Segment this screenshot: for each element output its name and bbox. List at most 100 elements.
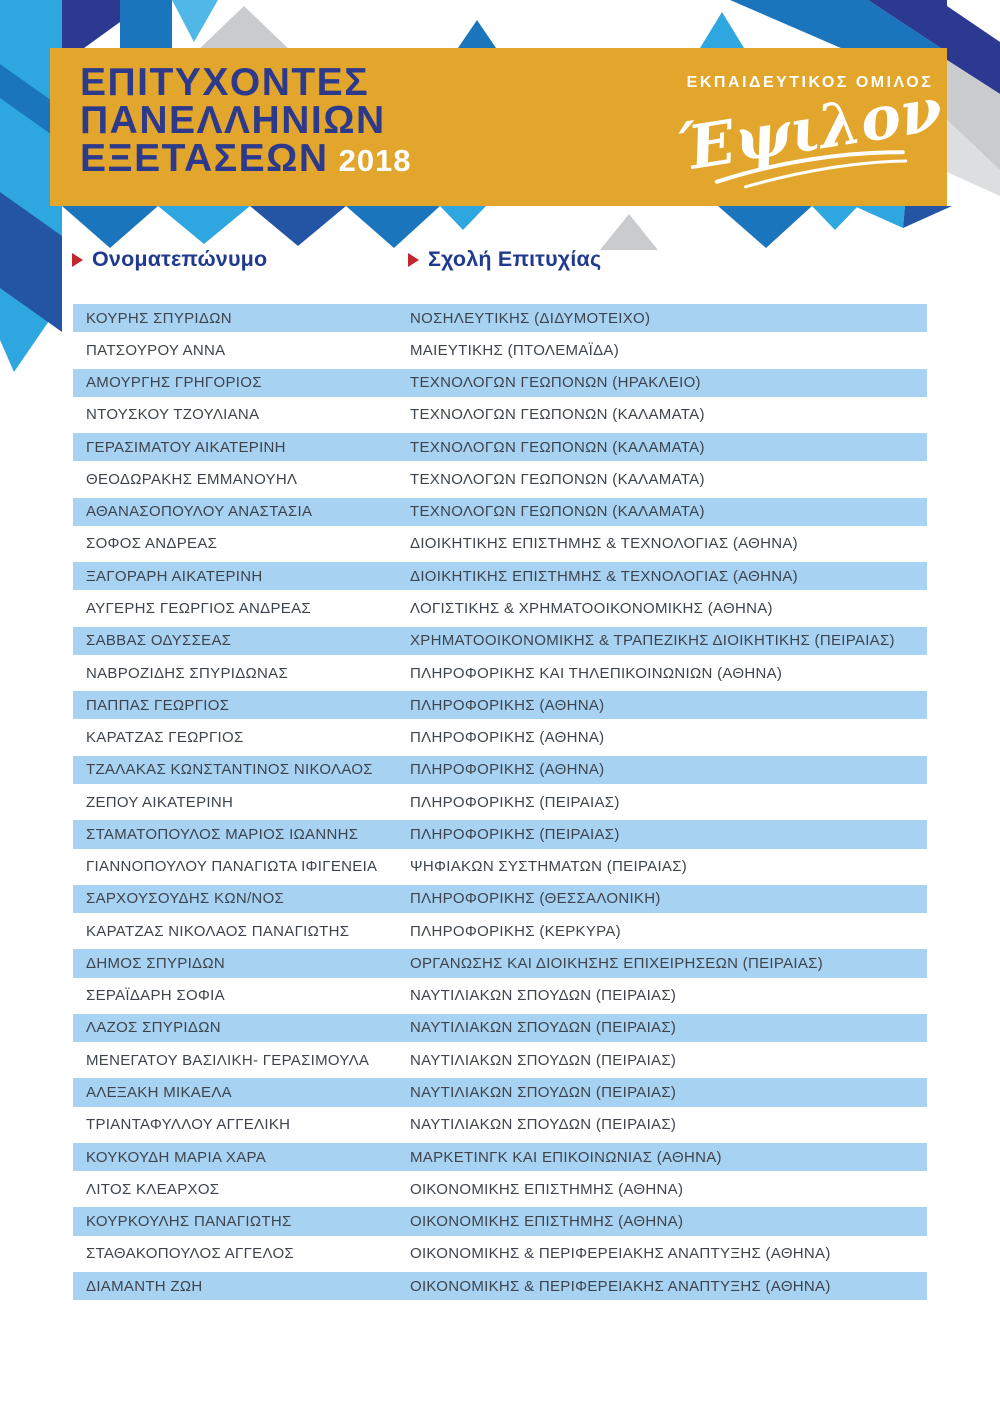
title-line-1: ΕΠΙΤΥΧΟΝΤΕΣ — [80, 61, 370, 104]
table-row: ΣΤΑΜΑΤΟΠΟΥΛΟΣ ΜΑΡΙΟΣ ΙΩΑΝΝΗΣ ΠΛΗΡΟΦΟΡΙΚΗ… — [73, 818, 927, 851]
name-cell: ΝΤΟΥΣΚΟΥ ΤΖΟΥΛΙΑΝΑ — [86, 406, 260, 424]
school-cell: ΠΛΗΡΟΦΟΡΙΚΗΣ (ΑΘΗΝΑ) — [410, 729, 605, 747]
table-row: ΚΟΥΡΗΣ ΣΠΥΡΙΔΩΝ ΝΟΣΗΛΕΥΤΙΚΗΣ (ΔΙΔΥΜΟΤΕΙΧ… — [73, 302, 927, 335]
school-cell: ΛΟΓΙΣΤΙΚΗΣ & ΧΡΗΜΑΤΟΟΙΚΟΝΟΜΙΚΗΣ (ΑΘΗΝΑ) — [410, 600, 773, 618]
name-cell: ΠΑΤΣΟΥΡΟΥ ΑΝΝΑ — [86, 341, 226, 359]
school-cell: ΝΑΥΤΙΛΙΑΚΩΝ ΣΠΟΥΔΩΝ (ΠΕΙΡΑΙΑΣ) — [410, 1051, 677, 1069]
name-cell: ΓΕΡΑΣΙΜΑΤΟΥ ΑΙΚΑΤΕΡΙΝΗ — [86, 438, 286, 456]
name-cell: ΖΕΠΟΥ ΑΙΚΑΤΕΡΙΝΗ — [86, 793, 234, 811]
school-cell: ΠΛΗΡΟΦΟΡΙΚΗΣ (ΑΘΗΝΑ) — [410, 696, 605, 714]
name-cell: ΠΑΠΠΑΣ ΓΕΩΡΓΙΟΣ — [86, 696, 230, 714]
table-row: ΔΙΑΜΑΝΤΗ ΖΩΗ ΟΙΚΟΝΟΜΙΚΗΣ & ΠΕΡΙΦΕΡΕΙΑΚΗΣ… — [73, 1269, 927, 1303]
table-row: ΣΕΡΑΪΔΑΡΗ ΣΟΦΙΑ ΝΑΥΤΙΛΙΑΚΩΝ ΣΠΟΥΔΩΝ (ΠΕΙ… — [73, 980, 927, 1012]
name-cell: ΣΑΡΧΟΥΣΟΥΔΗΣ ΚΩΝ/ΝΟΣ — [86, 890, 285, 908]
poster-title: ΕΠΙΤΥΧΟΝΤΕΣ ΠΑΝΕΛΛΗΝΙΩΝ ΕΞΕΤΑΣΕΩΝ 2018 — [80, 61, 412, 180]
table-row: ΠΑΠΠΑΣ ΓΕΩΡΓΙΟΣ ΠΛΗΡΟΦΟΡΙΚΗΣ (ΑΘΗΝΑ) — [73, 689, 927, 722]
name-cell: ΑΛΕΞΑΚΗ ΜΙΚΑΕΛΑ — [86, 1084, 232, 1101]
school-cell: ΟΙΚΟΝΟΜΙΚΗΣ & ΠΕΡΙΦΕΡΕΙΑΚΗΣ ΑΝΑΠΤΥΞΗΣ (Α… — [410, 1245, 831, 1263]
school-cell: ΔΙΟΙΚΗΤΙΚΗΣ ΕΠΙΣΤΗΜΗΣ & ΤΕΧΝΟΛΟΓΙΑΣ (ΑΘΗ… — [410, 535, 798, 553]
name-cell: ΚΟΥΡΚΟΥΛΗΣ ΠΑΝΑΓΙΩΤΗΣ — [86, 1213, 292, 1231]
school-cell: ΤΕΧΝΟΛΟΓΩΝ ΓΕΩΠΟΝΩΝ (ΚΑΛΑΜΑΤΑ) — [410, 503, 705, 521]
table-row: ΤΖΑΛΑΚΑΣ ΚΩΝΣΤΑΝΤΙΝΟΣ ΝΙΚΟΛΑΟΣ ΠΛΗΡΟΦΟΡΙ… — [73, 753, 927, 786]
table-row: ΛΑΖΟΣ ΣΠΥΡΙΔΩΝ ΝΑΥΤΙΛΙΑΚΩΝ ΣΠΟΥΔΩΝ (ΠΕΙΡ… — [73, 1011, 927, 1045]
name-cell: ΝΑΒΡΟΖΙΔΗΣ ΣΠΥΡΙΔΩΝΑΣ — [86, 664, 289, 682]
name-cell: ΑΥΓΕΡΗΣ ΓΕΩΡΓΙΟΣ ΑΝΔΡΕΑΣ — [86, 600, 311, 618]
table-row: ΘΕΟΔΩΡΑΚΗΣ ΕΜΜΑΝΟΥΗΛ ΤΕΧΝΟΛΟΓΩΝ ΓΕΩΠΟΝΩΝ… — [73, 463, 927, 495]
table-row: ΛΙΤΟΣ ΚΛΕΑΡΧΟΣ ΟΙΚΟΝΟΜΙΚΗΣ ΕΠΙΣΤΗΜΗΣ (ΑΘ… — [73, 1173, 927, 1205]
name-cell: ΔΙΑΜΑΝΤΗ ΖΩΗ — [86, 1277, 203, 1295]
name-cell: ΣΤΑΘΑΚΟΠΟΥΛΟΣ ΑΓΓΕΛΟΣ — [86, 1245, 294, 1263]
table-row: ΚΟΥΡΚΟΥΛΗΣ ΠΑΝΑΓΙΩΤΗΣ ΟΙΚΟΝΟΜΙΚΗΣ ΕΠΙΣΤΗ… — [73, 1205, 927, 1238]
school-cell: ΠΛΗΡΟΦΟΡΙΚΗΣ (ΑΘΗΝΑ) — [410, 761, 605, 779]
table-row: ΑΛΕΞΑΚΗ ΜΙΚΑΕΛΑ ΝΑΥΤΙΛΙΑΚΩΝ ΣΠΟΥΔΩΝ (ΠΕΙ… — [73, 1076, 927, 1109]
table-row: ΣΤΑΘΑΚΟΠΟΥΛΟΣ ΑΓΓΕΛΟΣ ΟΙΚΟΝΟΜΙΚΗΣ & ΠΕΡΙ… — [73, 1238, 927, 1270]
name-cell: ΔΗΜΟΣ ΣΠΥΡΙΔΩΝ — [86, 954, 226, 972]
name-cell: ΤΖΑΛΑΚΑΣ ΚΩΝΣΤΑΝΤΙΝΟΣ ΝΙΚΟΛΑΟΣ — [86, 761, 373, 779]
triangle-mosaic-background — [0, 0, 1000, 372]
school-cell: ΜΑΙΕΥΤΙΚΗΣ (ΠΤΟΛΕΜΑΪΔΑ) — [410, 341, 620, 359]
school-cell: ΝΑΥΤΙΛΙΑΚΩΝ ΣΠΟΥΔΩΝ (ΠΕΙΡΑΙΑΣ) — [410, 1019, 677, 1037]
school-cell: ΠΛΗΡΟΦΟΡΙΚΗΣ ΚΑΙ ΤΗΛΕΠΙΚΟΙΝΩΝΙΩΝ (ΑΘΗΝΑ) — [410, 664, 783, 682]
name-cell: ΣΟΦΟΣ ΑΝΔΡΕΑΣ — [86, 535, 218, 553]
table-row: ΣΟΦΟΣ ΑΝΔΡΕΑΣ ΔΙΟΙΚΗΤΙΚΗΣ ΕΠΙΣΤΗΜΗΣ & ΤΕ… — [73, 528, 927, 560]
name-cell: ΣΑΒΒΑΣ ΟΔΥΣΣΕΑΣ — [86, 632, 232, 650]
table-row: ΑΘΑΝΑΣΟΠΟΥΛΟΥ ΑΝΑΣΤΑΣΙΑ ΤΕΧΝΟΛΟΓΩΝ ΓΕΩΠΟ… — [73, 495, 927, 528]
name-cell: ΛΑΖΟΣ ΣΠΥΡΙΔΩΝ — [86, 1019, 221, 1037]
school-cell: ΜΑΡΚΕΤΙΝΓΚ ΚΑΙ ΕΠΙΚΟΙΝΩΝΙΑΣ (ΑΘΗΝΑ) — [410, 1148, 722, 1166]
table-row: ΣΑΡΧΟΥΣΟΥΔΗΣ ΚΩΝ/ΝΟΣ ΠΛΗΡΟΦΟΡΙΚΗΣ (ΘΕΣΣΑ… — [73, 882, 927, 916]
name-cell: ΞΑΓΟΡΑΡΗ ΑΙΚΑΤΕΡΙΝΗ — [86, 567, 263, 585]
school-cell: ΝΑΥΤΙΛΙΑΚΩΝ ΣΠΟΥΔΩΝ (ΠΕΙΡΑΙΑΣ) — [410, 1116, 677, 1134]
school-cell: ΨΗΦΙΑΚΩΝ ΣΥΣΤΗΜΑΤΩΝ (ΠΕΙΡΑΙΑΣ) — [410, 858, 688, 876]
school-cell: ΤΕΧΝΟΛΟΓΩΝ ΓΕΩΠΟΝΩΝ (ΚΑΛΑΜΑΤΑ) — [410, 470, 705, 488]
name-cell: ΚΑΡΑΤΖΑΣ ΝΙΚΟΛΑΟΣ ΠΑΝΑΓΙΩΤΗΣ — [86, 922, 350, 940]
school-cell: ΝΟΣΗΛΕΥΤΙΚΗΣ (ΔΙΔΥΜΟΤΕΙΧΟ) — [410, 309, 651, 327]
red-arrow-icon — [408, 252, 419, 267]
table-row: ΤΡΙΑΝΤΑΦΥΛΛΟΥ ΑΓΓΕΛΙΚΗ ΝΑΥΤΙΛΙΑΚΩΝ ΣΠΟΥΔ… — [73, 1109, 927, 1141]
school-cell: ΟΙΚΟΝΟΜΙΚΗΣ & ΠΕΡΙΦΕΡΕΙΑΚΗΣ ΑΝΑΠΤΥΞΗΣ (Α… — [410, 1277, 831, 1295]
logo-underline-swoosh-icon — [714, 150, 908, 189]
table-row: ΚΟΥΚΟΥΔΗ ΜΑΡΙΑ ΧΑΡΑ ΜΑΡΚΕΤΙΝΓΚ ΚΑΙ ΕΠΙΚΟ… — [73, 1140, 927, 1174]
table-row: ΔΗΜΟΣ ΣΠΥΡΙΔΩΝ ΟΡΓΑΝΩΣΗΣ ΚΑΙ ΔΙΟΙΚΗΣΗΣ Ε… — [73, 947, 927, 980]
name-cell: ΓΙΑΝΝΟΠΟΥΛΟΥ ΠΑΝΑΓΙΩΤΑ ΙΦΙΓΕΝΕΙΑ — [86, 858, 378, 876]
school-cell: ΟΙΚΟΝΟΜΙΚΗΣ ΕΠΙΣΤΗΜΗΣ (ΑΘΗΝΑ) — [410, 1180, 684, 1198]
school-cell: ΠΛΗΡΟΦΟΡΙΚΗΣ (ΚΕΡΚΥΡΑ) — [410, 922, 621, 940]
name-cell: ΑΘΑΝΑΣΟΠΟΥΛΟΥ ΑΝΑΣΤΑΣΙΑ — [86, 503, 313, 521]
school-cell: ΤΕΧΝΟΛΟΓΩΝ ΓΕΩΠΟΝΩΝ (ΚΑΛΑΜΑΤΑ) — [410, 438, 705, 456]
table-row: ΣΑΒΒΑΣ ΟΔΥΣΣΕΑΣ ΧΡΗΜΑΤΟΟΙΚΟΝΟΜΙΚΗΣ & ΤΡΑ… — [73, 624, 927, 657]
red-arrow-icon — [72, 252, 83, 267]
name-cell: ΘΕΟΔΩΡΑΚΗΣ ΕΜΜΑΝΟΥΗΛ — [86, 470, 298, 488]
school-cell: ΟΙΚΟΝΟΜΙΚΗΣ ΕΠΙΣΤΗΜΗΣ (ΑΘΗΝΑ) — [410, 1213, 684, 1231]
title-banner: ΕΠΙΤΥΧΟΝΤΕΣ ΠΑΝΕΛΛΗΝΙΩΝ ΕΞΕΤΑΣΕΩΝ 2018 ΕΚ… — [50, 48, 947, 206]
name-cell: ΑΜΟΥΡΓΗΣ ΓΡΗΓΟΡΙΟΣ — [86, 374, 262, 392]
column-header-school: Σχολή Επιτυχίας — [408, 247, 601, 272]
name-cell: ΚΟΥΚΟΥΔΗ ΜΑΡΙΑ ΧΑΡΑ — [86, 1148, 266, 1166]
epsilon-brand: ΕΚΠΑΙΔΕΥΤΙΚΟΣ ΟΜΙΛΟΣ Έψιλον — [660, 74, 960, 189]
school-cell: ΠΛΗΡΟΦΟΡΙΚΗΣ (ΠΕΙΡΑΙΑΣ) — [410, 825, 620, 843]
school-cell: ΔΙΟΙΚΗΤΙΚΗΣ ΕΠΙΣΤΗΜΗΣ & ΤΕΧΝΟΛΟΓΙΑΣ (ΑΘΗ… — [410, 567, 798, 585]
table-row: ΖΕΠΟΥ ΑΙΚΑΤΕΡΙΝΗ ΠΛΗΡΟΦΟΡΙΚΗΣ (ΠΕΙΡΑΙΑΣ) — [73, 786, 927, 818]
table-row: ΜΕΝΕΓΑΤΟΥ ΒΑΣΙΛΙΚΗ- ΓΕΡΑΣΙΜΟΥΛΑ ΝΑΥΤΙΛΙΑ… — [73, 1044, 927, 1076]
table-row: ΓΕΡΑΣΙΜΑΤΟΥ ΑΙΚΑΤΕΡΙΝΗ ΤΕΧΝΟΛΟΓΩΝ ΓΕΩΠΟΝ… — [73, 431, 927, 464]
results-table: ΚΟΥΡΗΣ ΣΠΥΡΙΔΩΝ ΝΟΣΗΛΕΥΤΙΚΗΣ (ΔΙΔΥΜΟΤΕΙΧ… — [73, 302, 927, 1303]
school-cell: ΠΛΗΡΟΦΟΡΙΚΗΣ (ΘΕΣΣΑΛΟΝΙΚΗ) — [410, 890, 661, 908]
table-row: ΠΑΤΣΟΥΡΟΥ ΑΝΝΑ ΜΑΙΕΥΤΙΚΗΣ (ΠΤΟΛΕΜΑΪΔΑ) — [73, 334, 927, 366]
name-cell: ΜΕΝΕΓΑΤΟΥ ΒΑΣΙΛΙΚΗ- ΓΕΡΑΣΙΜΟΥΛΑ — [86, 1051, 370, 1069]
name-cell: ΣΕΡΑΪΔΑΡΗ ΣΟΦΙΑ — [86, 987, 225, 1005]
title-line-2: ΠΑΝΕΛΛΗΝΙΩΝ — [80, 99, 386, 142]
table-row: ΚΑΡΑΤΖΑΣ ΝΙΚΟΛΑΟΣ ΠΑΝΑΓΙΩΤΗΣ ΠΛΗΡΟΦΟΡΙΚΗ… — [73, 915, 927, 947]
school-cell: ΧΡΗΜΑΤΟΟΙΚΟΝΟΜΙΚΗΣ & ΤΡΑΠΕΖΙΚΗΣ ΔΙΟΙΚΗΤΙ… — [410, 632, 895, 650]
table-row: ΓΙΑΝΝΟΠΟΥΛΟΥ ΠΑΝΑΓΙΩΤΑ ΙΦΙΓΕΝΕΙΑ ΨΗΦΙΑΚΩ… — [73, 851, 927, 883]
name-cell: ΛΙΤΟΣ ΚΛΕΑΡΧΟΣ — [86, 1180, 220, 1198]
school-cell: ΤΕΧΝΟΛΟΓΩΝ ΓΕΩΠΟΝΩΝ (ΚΑΛΑΜΑΤΑ) — [410, 406, 705, 424]
school-cell: ΝΑΥΤΙΛΙΑΚΩΝ ΣΠΟΥΔΩΝ (ΠΕΙΡΑΙΑΣ) — [410, 987, 677, 1005]
table-row: ΝΑΒΡΟΖΙΔΗΣ ΣΠΥΡΙΔΩΝΑΣ ΠΛΗΡΟΦΟΡΙΚΗΣ ΚΑΙ Τ… — [73, 657, 927, 689]
name-cell: ΣΤΑΜΑΤΟΠΟΥΛΟΣ ΜΑΡΙΟΣ ΙΩΑΝΝΗΣ — [86, 825, 359, 843]
name-cell: ΚΟΥΡΗΣ ΣΠΥΡΙΔΩΝ — [86, 309, 232, 327]
title-year: 2018 — [338, 143, 412, 178]
column-header-name: Ονοματεπώνυμο — [72, 247, 267, 272]
school-cell: ΠΛΗΡΟΦΟΡΙΚΗΣ (ΠΕΙΡΑΙΑΣ) — [410, 793, 620, 811]
school-cell: ΟΡΓΑΝΩΣΗΣ ΚΑΙ ΔΙΟΙΚΗΣΗΣ ΕΠΙΧΕΙΡΗΣΕΩΝ (ΠΕ… — [410, 954, 824, 972]
organization-label: ΕΚΠΑΙΔΕΥΤΙΚΟΣ ΟΜΙΛΟΣ — [686, 74, 934, 91]
school-cell: ΤΕΧΝΟΛΟΓΩΝ ΓΕΩΠΟΝΩΝ (ΗΡΑΚΛΕΙΟ) — [410, 374, 701, 392]
